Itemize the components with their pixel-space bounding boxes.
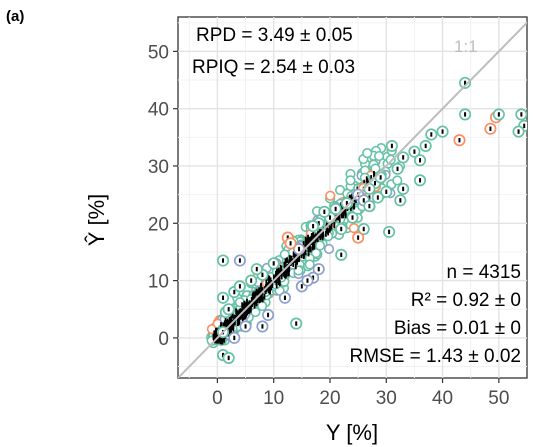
x-tick-label: 0 xyxy=(212,388,223,409)
data-point xyxy=(363,200,376,213)
data-point xyxy=(278,291,292,304)
data-point xyxy=(383,225,396,238)
data-point xyxy=(515,108,527,121)
data-point xyxy=(325,190,336,201)
data-point xyxy=(335,222,348,236)
data-point xyxy=(290,317,303,330)
y-tick-label: 50 xyxy=(148,42,169,63)
data-point xyxy=(228,331,241,344)
data-point xyxy=(312,263,325,276)
one-to-one-label: 1:1 xyxy=(454,37,478,56)
data-point xyxy=(256,320,269,333)
y-tick-label: 10 xyxy=(148,272,169,293)
data-point xyxy=(304,259,315,270)
data-point xyxy=(262,308,275,322)
data-point xyxy=(216,254,230,267)
data-point xyxy=(370,163,381,174)
x-tick-label: 20 xyxy=(319,388,340,409)
bias-text: Bias = 0.01 ± 0 xyxy=(394,318,521,339)
data-point xyxy=(362,148,373,159)
data-point xyxy=(245,274,258,287)
y-tick-label: 0 xyxy=(158,329,169,350)
x-tick-label: 50 xyxy=(488,388,509,409)
data-point xyxy=(380,185,393,198)
data-point xyxy=(233,280,246,293)
data-point xyxy=(222,303,235,316)
y-tick-label: 30 xyxy=(148,157,169,178)
one-to-one-line xyxy=(178,21,527,378)
data-point xyxy=(397,182,410,195)
data-point xyxy=(453,134,466,147)
data-point xyxy=(408,145,421,158)
data-point xyxy=(436,125,449,138)
data-point xyxy=(250,263,263,276)
data-point xyxy=(348,223,360,234)
data-point xyxy=(239,320,252,333)
data-point xyxy=(310,247,322,259)
data-point xyxy=(413,154,427,167)
data-point xyxy=(323,243,335,255)
data-point xyxy=(492,108,505,121)
data-point xyxy=(374,171,387,184)
data-point xyxy=(419,139,432,152)
data-point xyxy=(363,182,376,195)
rpd-text: RPD = 3.49 ± 0.05 xyxy=(196,25,353,46)
r2-text: R² = 0.92 ± 0 xyxy=(411,290,521,311)
data-point xyxy=(397,151,410,164)
data-point xyxy=(512,125,525,138)
data-point xyxy=(385,154,396,165)
data-point xyxy=(345,175,356,186)
data-point xyxy=(392,175,403,186)
x-tick-label: 10 xyxy=(263,388,284,409)
rmse-text: RMSE = 1.43 ± 0.02 xyxy=(350,346,522,367)
rpiq-text: RPIQ = 2.54 ± 0.03 xyxy=(192,57,355,78)
data-point xyxy=(346,211,359,224)
data-point xyxy=(318,205,331,218)
panel-label: (a) xyxy=(6,8,25,25)
data-point xyxy=(301,274,314,287)
data-point xyxy=(352,231,365,244)
y-tick-label: 20 xyxy=(148,214,169,235)
data-point xyxy=(335,248,348,261)
data-point xyxy=(484,122,497,135)
x-axis-title: Y [%] xyxy=(326,420,378,445)
data-point xyxy=(267,257,280,270)
data-point xyxy=(284,237,297,250)
axis-ticks: 0 10 20 30 40 50 0 10 20 30 40 50 xyxy=(148,42,510,409)
data-point xyxy=(391,162,404,175)
data-point xyxy=(373,150,385,162)
data-point xyxy=(329,202,342,216)
y-tick-label: 40 xyxy=(148,100,169,121)
x-tick-label: 30 xyxy=(376,388,397,409)
data-point xyxy=(459,108,472,121)
x-tick-label: 40 xyxy=(432,388,453,409)
y-axis-title: Ŷ [%] xyxy=(84,194,109,247)
data-point xyxy=(459,76,472,89)
data-point xyxy=(357,222,370,236)
data-point xyxy=(216,291,230,304)
data-points xyxy=(216,76,527,364)
data-point xyxy=(385,139,398,152)
n-text: n = 4315 xyxy=(447,262,522,283)
data-point xyxy=(340,197,353,210)
data-point xyxy=(413,174,427,187)
data-point xyxy=(394,194,407,207)
data-point xyxy=(233,254,246,267)
data-point xyxy=(425,128,438,141)
data-point xyxy=(307,220,320,233)
data-point xyxy=(222,351,235,364)
data-point xyxy=(371,191,384,204)
